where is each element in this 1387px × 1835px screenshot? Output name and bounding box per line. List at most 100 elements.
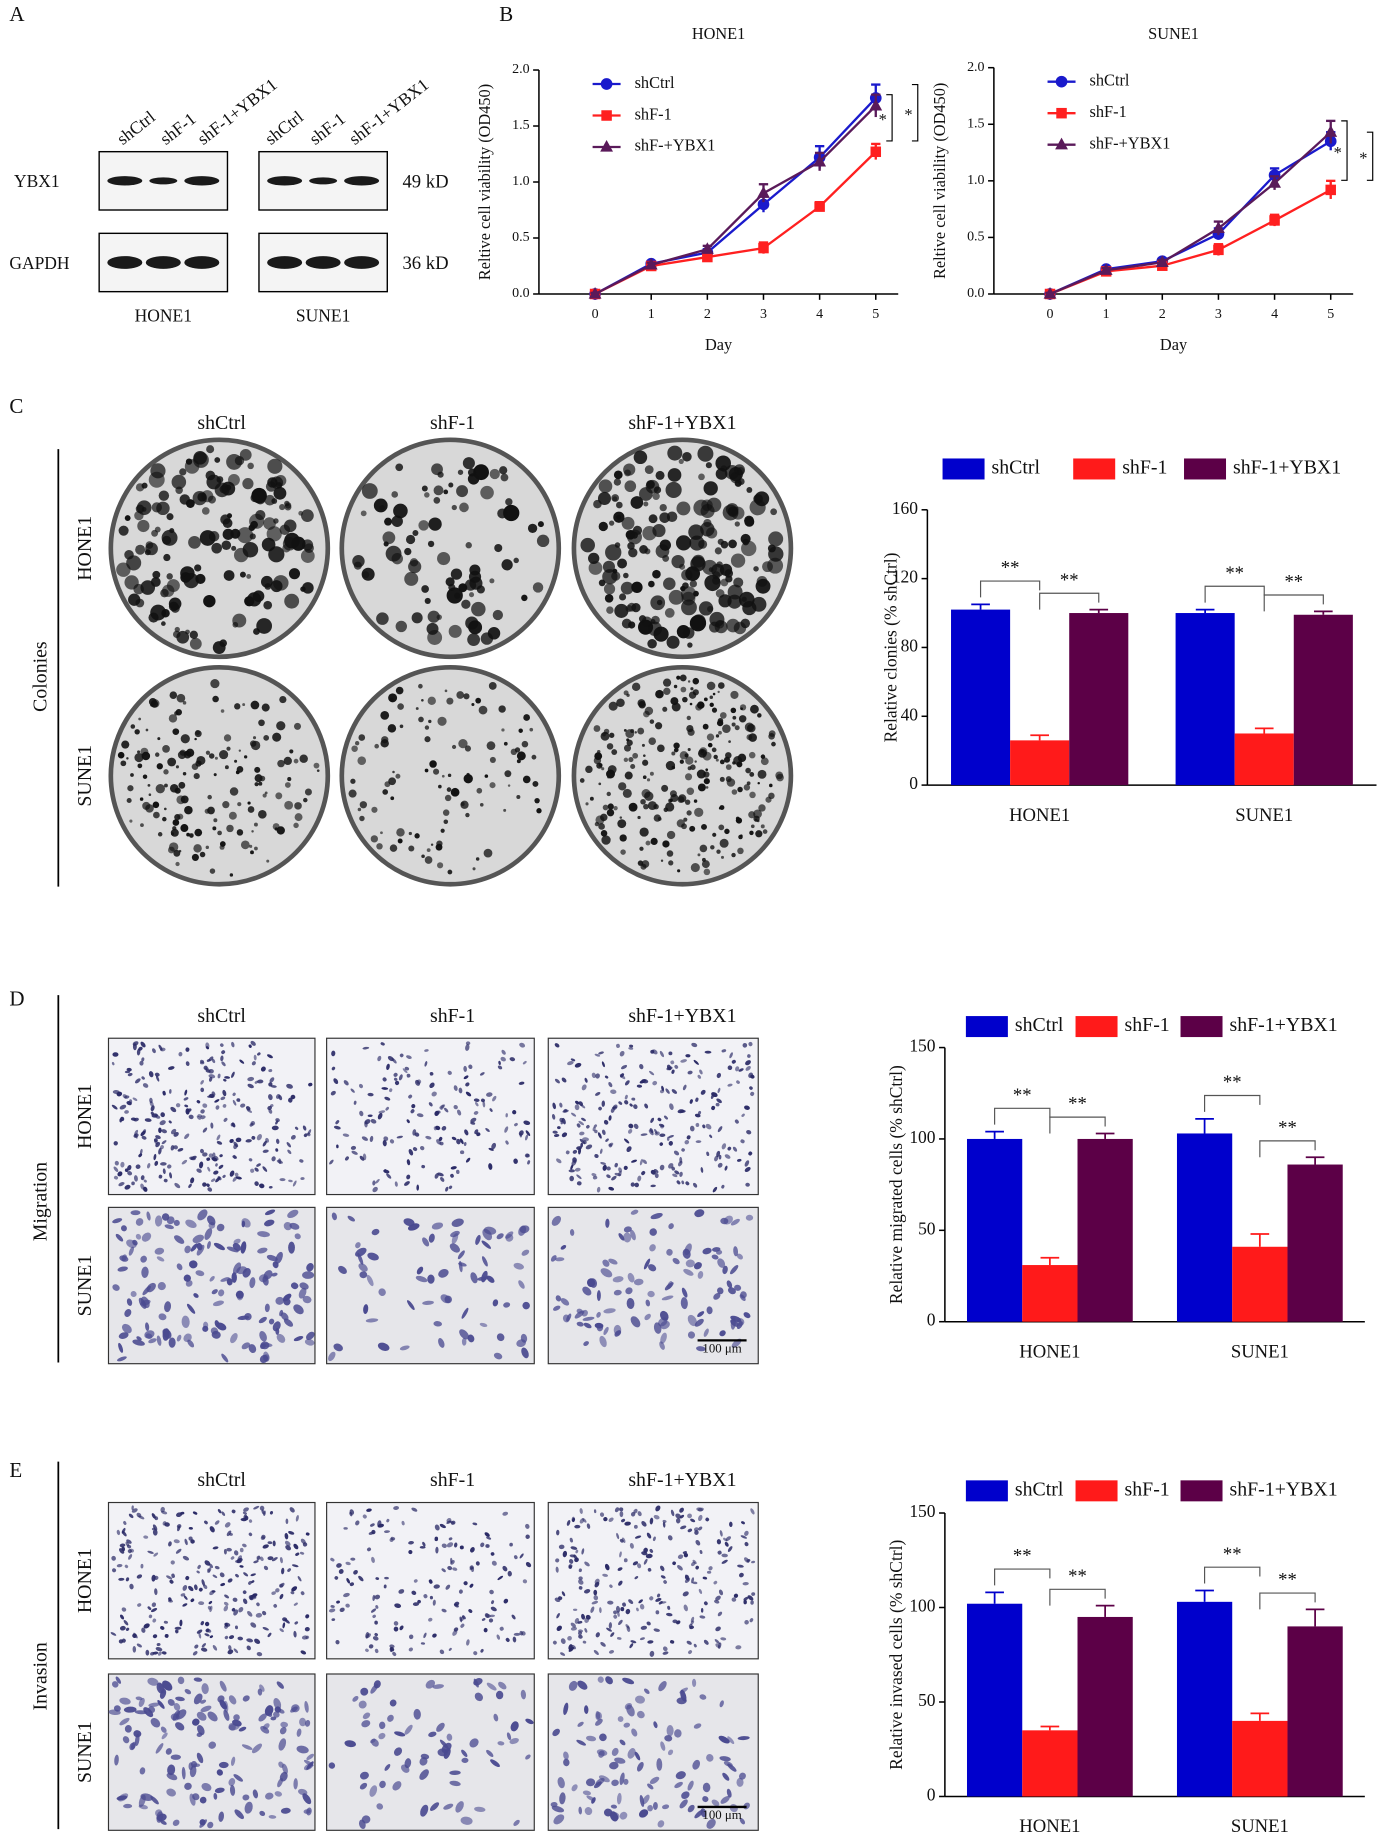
colony xyxy=(468,570,482,583)
cell xyxy=(568,1564,573,1569)
cell xyxy=(511,1614,516,1620)
colony xyxy=(637,727,645,735)
cell xyxy=(347,1215,356,1222)
colony xyxy=(769,783,773,788)
cell xyxy=(490,1759,500,1768)
cell xyxy=(596,1186,601,1193)
cell xyxy=(129,1742,136,1751)
cell xyxy=(239,1565,244,1568)
significance-label: ** xyxy=(1278,1570,1297,1591)
colony xyxy=(194,828,203,837)
cell xyxy=(251,1580,255,1584)
cell xyxy=(654,1172,659,1179)
colony xyxy=(768,531,784,547)
cell xyxy=(141,1057,145,1062)
x-tick-label: SUNE1 xyxy=(1231,1341,1289,1362)
cell xyxy=(602,1259,610,1267)
colony xyxy=(625,605,633,612)
colony xyxy=(284,782,291,788)
colony xyxy=(258,719,265,727)
cell xyxy=(430,1802,440,1811)
cell xyxy=(519,1225,530,1234)
cell xyxy=(672,1561,676,1566)
cell xyxy=(156,1335,162,1346)
colony xyxy=(492,609,504,621)
cell xyxy=(228,1695,237,1705)
cell xyxy=(489,1108,493,1112)
colony xyxy=(732,715,737,720)
colony xyxy=(598,479,613,494)
cell xyxy=(639,1063,644,1070)
cell xyxy=(243,1598,248,1605)
cell xyxy=(285,1518,289,1525)
cell xyxy=(273,1711,280,1718)
cell xyxy=(711,1092,718,1098)
colony xyxy=(155,752,160,757)
cell xyxy=(465,1091,472,1097)
cell xyxy=(403,1218,415,1227)
colony xyxy=(620,581,634,595)
cell xyxy=(556,1529,560,1536)
cell xyxy=(399,1625,404,1631)
cell xyxy=(698,1588,703,1594)
legend-label: shCtrl xyxy=(1090,70,1130,89)
cell xyxy=(232,1597,238,1602)
colony xyxy=(384,517,393,526)
blot-band xyxy=(184,176,220,186)
cell xyxy=(486,1749,494,1758)
cell xyxy=(631,1728,638,1737)
cell xyxy=(229,1138,234,1143)
colony xyxy=(251,830,254,833)
cell xyxy=(226,1547,232,1552)
cell xyxy=(119,1104,127,1110)
cell xyxy=(619,1050,625,1057)
cell xyxy=(365,1648,369,1652)
colony xyxy=(690,556,706,572)
cell xyxy=(634,1576,639,1580)
colony xyxy=(126,757,129,760)
cell xyxy=(334,1576,339,1580)
cell xyxy=(246,1645,251,1651)
colony xyxy=(616,514,622,520)
colony xyxy=(673,748,679,753)
colony xyxy=(124,515,131,521)
cell xyxy=(738,1772,746,1780)
cell xyxy=(277,1778,284,1788)
cell xyxy=(733,1246,739,1257)
cell xyxy=(168,1541,172,1547)
cell xyxy=(175,1628,179,1633)
colony xyxy=(628,756,634,763)
cell xyxy=(624,1138,630,1144)
colony xyxy=(701,823,707,830)
legend-marker xyxy=(601,110,612,121)
colony xyxy=(224,765,229,770)
cell xyxy=(618,1170,622,1177)
cell xyxy=(401,1520,405,1526)
colony xyxy=(660,859,664,862)
colony xyxy=(514,747,521,753)
colony xyxy=(469,592,475,598)
cell xyxy=(358,1575,364,1582)
cell xyxy=(228,1723,236,1731)
cell xyxy=(120,1225,127,1232)
cell xyxy=(272,1540,276,1547)
cell xyxy=(513,1555,518,1560)
legend-swatch xyxy=(965,1016,1008,1038)
cell xyxy=(674,1729,682,1738)
cell xyxy=(375,1577,380,1580)
cell xyxy=(141,1266,149,1278)
cell xyxy=(702,1576,708,1580)
cell xyxy=(381,1087,389,1090)
colony xyxy=(682,696,688,703)
colony xyxy=(212,641,226,654)
cell xyxy=(302,1125,307,1131)
colony xyxy=(679,751,689,760)
cell xyxy=(454,1601,460,1606)
cell xyxy=(139,1148,143,1155)
colony xyxy=(662,840,670,848)
cell xyxy=(293,1630,297,1638)
cell xyxy=(500,1056,506,1062)
cell xyxy=(723,1761,733,1767)
colony xyxy=(287,777,292,782)
cell xyxy=(667,1281,673,1290)
